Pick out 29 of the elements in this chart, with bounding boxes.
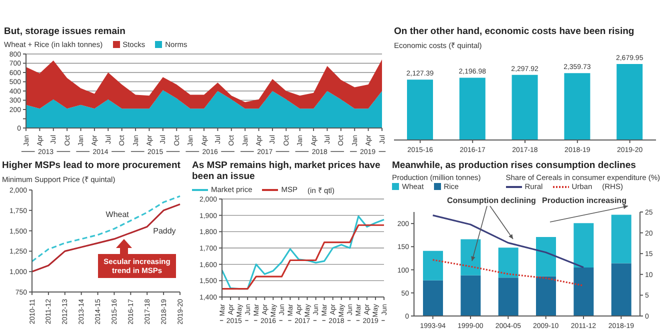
bar — [611, 214, 632, 264]
bar — [536, 236, 556, 276]
text: Consumption declining — [447, 196, 536, 205]
bar — [459, 78, 486, 140]
bar — [423, 280, 443, 316]
bar — [423, 250, 443, 280]
bar — [574, 267, 594, 316]
chart-title: As MSP remains high, market prices have been an issue — [192, 160, 382, 182]
line-series — [432, 214, 584, 268]
series-label: Wheat — [106, 210, 130, 219]
bar — [616, 64, 643, 140]
bar — [498, 248, 518, 278]
chart-title: Higher MSPs lead to more procurement — [2, 160, 182, 171]
line-series — [31, 203, 181, 272]
chart-title: Meanwhile, as production rises consumption declines — [392, 160, 637, 171]
series-label: Paddy — [153, 226, 176, 236]
bar — [460, 275, 481, 316]
bar — [611, 263, 632, 316]
bar — [407, 80, 433, 140]
bar — [574, 223, 594, 268]
bar — [512, 74, 538, 140]
text: Production increasing — [542, 196, 627, 205]
bar — [536, 276, 556, 316]
chart-title: On ther other hand, economic costs have been rising — [394, 26, 636, 37]
bar — [460, 239, 481, 276]
line-series — [432, 259, 584, 286]
bar — [498, 278, 518, 316]
chart-title: But, storage issues remain — [4, 26, 126, 37]
bar — [564, 73, 590, 140]
